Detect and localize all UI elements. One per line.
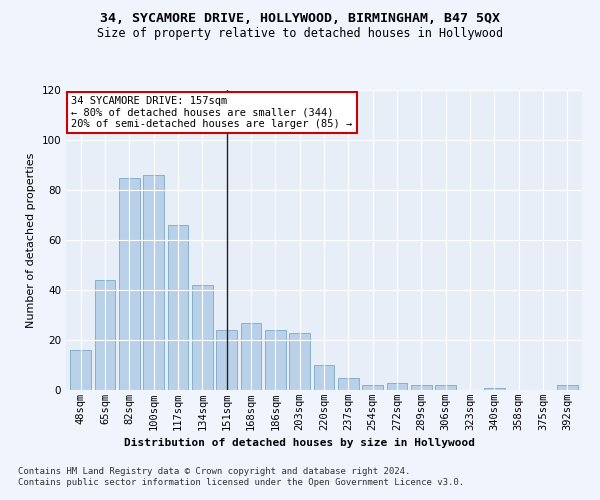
Bar <box>95 280 115 390</box>
Bar <box>241 322 262 390</box>
Bar <box>557 385 578 390</box>
Bar <box>265 330 286 390</box>
Bar <box>70 350 91 390</box>
Bar <box>338 378 359 390</box>
Bar <box>216 330 237 390</box>
Bar <box>143 175 164 390</box>
Bar <box>484 388 505 390</box>
Text: 34 SYCAMORE DRIVE: 157sqm
← 80% of detached houses are smaller (344)
20% of semi: 34 SYCAMORE DRIVE: 157sqm ← 80% of detac… <box>71 96 352 129</box>
Bar <box>314 365 334 390</box>
Bar <box>289 332 310 390</box>
Text: 34, SYCAMORE DRIVE, HOLLYWOOD, BIRMINGHAM, B47 5QX: 34, SYCAMORE DRIVE, HOLLYWOOD, BIRMINGHA… <box>100 12 500 26</box>
Bar <box>436 385 456 390</box>
Bar <box>411 385 432 390</box>
Bar <box>167 225 188 390</box>
Bar <box>192 285 212 390</box>
Text: Distribution of detached houses by size in Hollywood: Distribution of detached houses by size … <box>125 438 476 448</box>
Text: Size of property relative to detached houses in Hollywood: Size of property relative to detached ho… <box>97 28 503 40</box>
Y-axis label: Number of detached properties: Number of detached properties <box>26 152 36 328</box>
Text: Contains HM Land Registry data © Crown copyright and database right 2024.
Contai: Contains HM Land Registry data © Crown c… <box>18 468 464 487</box>
Bar <box>119 178 140 390</box>
Bar <box>386 382 407 390</box>
Bar <box>362 385 383 390</box>
